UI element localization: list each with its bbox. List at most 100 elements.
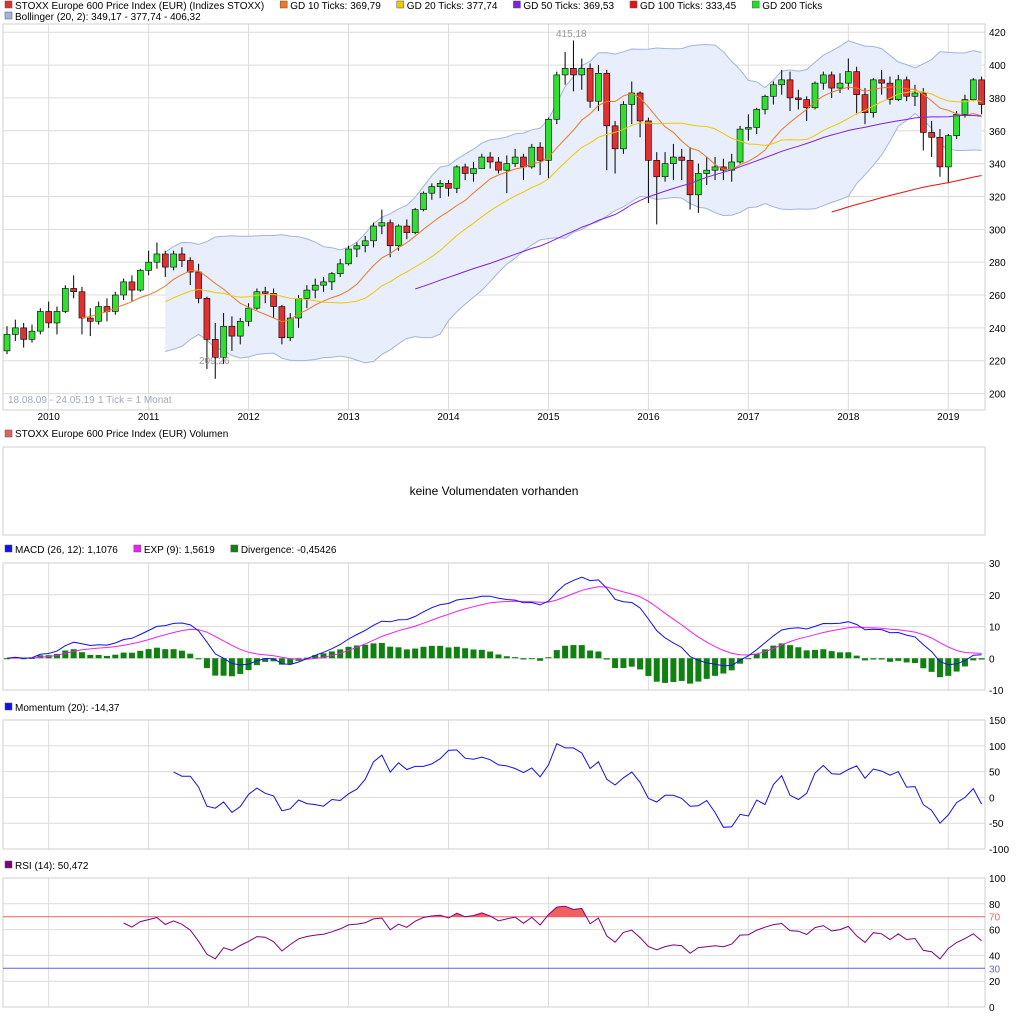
candle-body	[653, 160, 661, 178]
divergence-bar	[578, 645, 585, 659]
volume-panel-frame	[2, 446, 986, 536]
divergence-bar	[478, 649, 485, 659]
candle-body	[445, 183, 452, 189]
candle-body	[578, 68, 586, 76]
x-tick-label: 2018	[837, 412, 860, 423]
candle-body	[761, 95, 769, 110]
candle-body	[561, 68, 569, 76]
divergence-bar	[953, 658, 960, 672]
divergence-bar	[928, 658, 935, 672]
candle-body	[870, 79, 877, 113]
y-tick-label: 300	[989, 225, 1006, 236]
candle-body	[78, 291, 86, 319]
candle-body	[403, 225, 411, 233]
candle-body	[145, 261, 152, 271]
candle-body	[12, 327, 19, 335]
y-tick-label: 20	[989, 977, 1001, 988]
rsi-line	[123, 905, 982, 960]
divergence-bar	[728, 658, 735, 671]
legend-swatch	[4, 860, 13, 869]
rsi-level-label: 70	[989, 913, 1001, 924]
divergence-bar	[162, 649, 169, 659]
candle-body	[645, 120, 652, 161]
divergence-bar	[637, 658, 644, 670]
candle-body	[386, 222, 394, 247]
divergence-bar	[412, 648, 419, 659]
divergence-bar	[62, 650, 69, 659]
panel-frame	[2, 562, 986, 691]
candle-body	[711, 166, 719, 171]
divergence-bar	[87, 654, 94, 659]
y-tick-label: 400	[989, 61, 1006, 72]
y-tick-label: 0	[989, 654, 995, 665]
candle-body	[395, 225, 402, 247]
divergence-bar	[820, 649, 827, 659]
divergence-bar	[4, 658, 10, 660]
candle-body	[503, 163, 511, 171]
legend-swatch	[4, 702, 13, 711]
y-tick-label: -50	[989, 819, 1004, 830]
legend-label: GD 50 Ticks: 369,53	[523, 1, 614, 12]
divergence-bar	[137, 650, 144, 659]
legend-swatch	[4, 11, 13, 20]
divergence-bar	[870, 658, 877, 660]
candle-body	[228, 325, 236, 337]
legend-item: Divergence: -0,45426	[230, 544, 337, 556]
divergence-bar	[353, 645, 360, 659]
candle-body	[495, 161, 502, 171]
divergence-bar	[387, 646, 394, 659]
divergence-bar	[603, 658, 610, 660]
divergence-bar	[861, 658, 868, 661]
divergence-bar	[95, 654, 102, 659]
max-price-label: 415,18	[556, 29, 587, 40]
candle-body	[595, 72, 602, 102]
candle-body	[37, 311, 44, 332]
candle-body	[461, 166, 469, 174]
legend-label: Divergence: -0,45426	[241, 545, 337, 556]
x-tick-label: 2016	[637, 412, 660, 423]
candle-body	[811, 82, 819, 109]
candle-body	[553, 74, 561, 120]
candle-body	[586, 68, 594, 102]
divergence-bar	[237, 658, 244, 674]
divergence-bar	[187, 653, 194, 659]
candle-body	[670, 156, 677, 164]
divergence-bar	[270, 658, 277, 662]
legend-label: MACD (26, 12): 1,1076	[15, 545, 118, 556]
legend-label: GD 10 Ticks: 369,79	[290, 1, 381, 12]
moving-average-20	[165, 90, 982, 304]
candle-body	[536, 146, 544, 161]
signal-line	[6, 586, 982, 660]
candle-body	[620, 104, 627, 150]
candle-body	[253, 291, 261, 309]
divergence-bar	[528, 658, 535, 660]
divergence-bar	[553, 650, 560, 659]
legend-item: RSI (14): 50,472	[4, 860, 89, 872]
divergence-bar	[562, 645, 569, 659]
candle-body	[520, 156, 527, 168]
divergence-bar	[803, 650, 810, 659]
legend-swatch	[629, 0, 638, 9]
moving-average-50	[415, 114, 982, 290]
candle-body	[486, 156, 494, 163]
legend-item: GD 10 Ticks: 369,79	[279, 0, 381, 12]
legend-label: STOXX Europe 600 Price Index (EUR) Volum…	[15, 429, 228, 440]
no-volume-message: keine Volumendaten vorhanden	[410, 484, 579, 498]
legend-item: GD 50 Ticks: 369,53	[513, 0, 614, 12]
candle-body	[87, 317, 94, 322]
divergence-bar	[437, 645, 444, 659]
legend-item: MACD (26, 12): 1,1076	[4, 544, 118, 556]
min-price-label: 209,26	[199, 356, 230, 367]
candle-body	[3, 334, 11, 352]
candle-body	[944, 135, 952, 168]
candle-body	[370, 225, 377, 242]
x-tick-label: 2012	[237, 412, 260, 423]
legend-item: Momentum (20): -14,37	[4, 702, 120, 714]
tick-interval-label: 1 Tick = 1 Monat	[98, 395, 172, 406]
y-tick-label: 280	[989, 258, 1006, 269]
divergence-bar	[278, 658, 285, 665]
y-tick-label: 0	[989, 1003, 995, 1014]
divergence-bar	[103, 655, 110, 659]
candle-body	[770, 84, 777, 97]
